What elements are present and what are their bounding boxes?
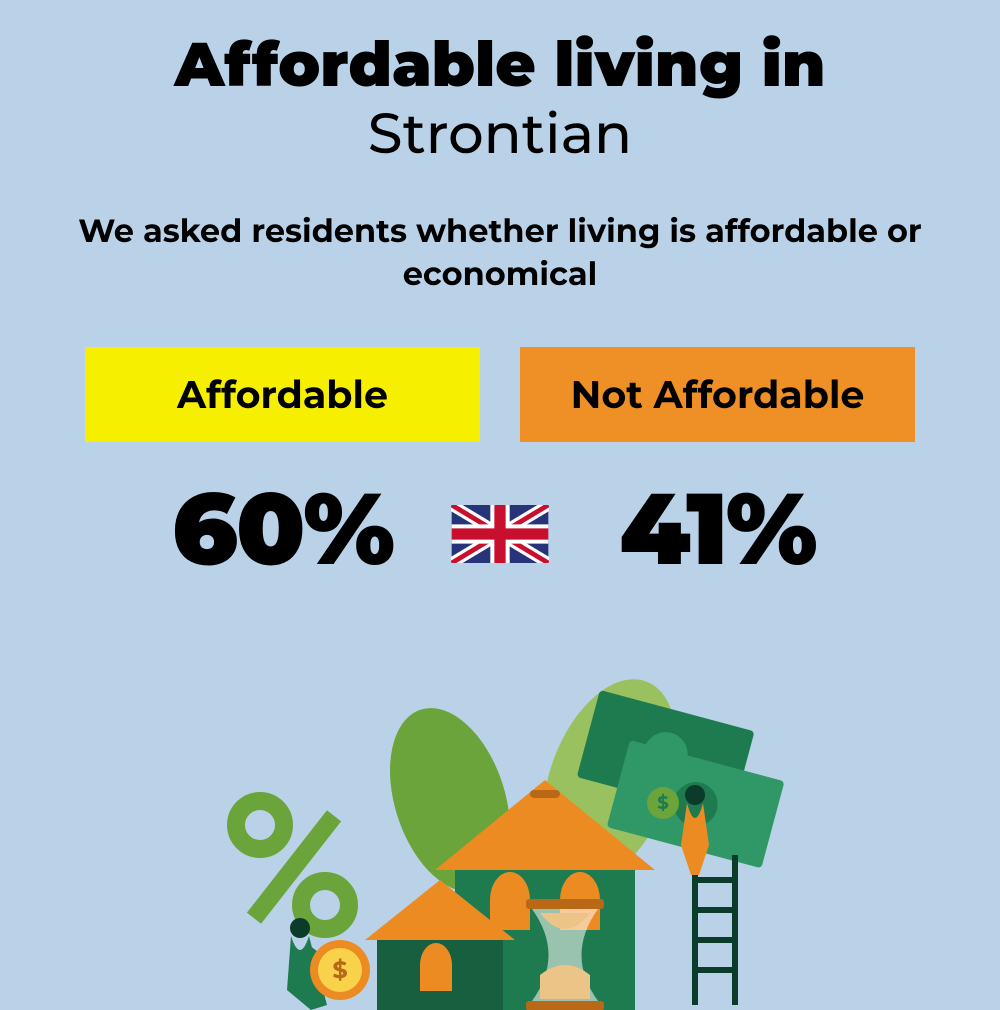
card-affordable-value: 60% <box>172 468 393 590</box>
uk-flag-icon <box>451 505 549 563</box>
card-not-affordable: Not Affordable 41% <box>520 347 915 590</box>
card-affordable-label: Affordable <box>85 347 480 442</box>
svg-text:$: $ <box>657 792 668 814</box>
card-not-affordable-label: Not Affordable <box>520 347 915 442</box>
card-affordable: Affordable 60% <box>85 347 480 590</box>
title-line2: Strontian <box>60 100 940 168</box>
card-not-affordable-value: 41% <box>619 468 815 590</box>
svg-text:$: $ <box>332 956 347 985</box>
title-line1: Affordable living in <box>60 30 940 98</box>
affordability-illustration-icon: $ $ <box>190 670 810 1010</box>
subtitle: We asked residents whether living is aff… <box>60 210 940 296</box>
